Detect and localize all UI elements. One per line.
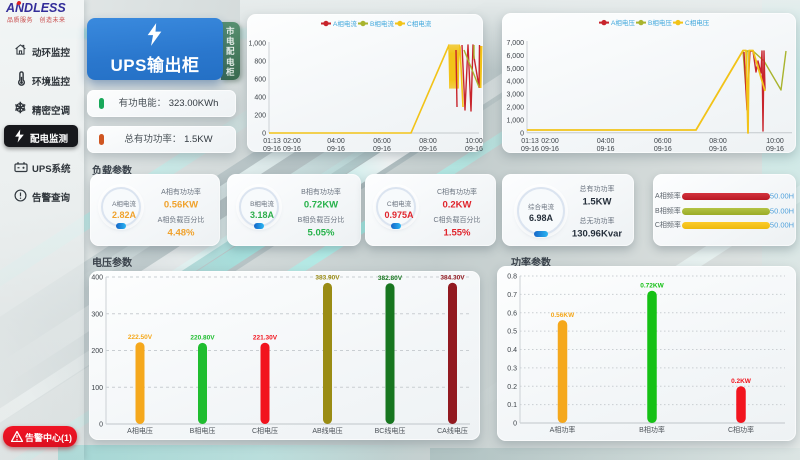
svg-text:0.5: 0.5 bbox=[507, 329, 517, 336]
svg-text:09-16: 09-16 bbox=[419, 146, 437, 152]
svg-text:200: 200 bbox=[254, 113, 266, 120]
svg-text:B相电压: B相电压 bbox=[190, 426, 216, 435]
svg-text:3,000: 3,000 bbox=[506, 92, 524, 99]
svg-text:A相电流: A相电流 bbox=[333, 19, 357, 28]
svg-text:B相功率: B相功率 bbox=[639, 425, 665, 434]
svg-text:09-16: 09-16 bbox=[597, 146, 615, 153]
svg-text:06:00: 06:00 bbox=[373, 138, 391, 145]
svg-text:0.3: 0.3 bbox=[507, 365, 517, 372]
svg-text:02:00: 02:00 bbox=[283, 138, 301, 145]
svg-text:01:13: 01:13 bbox=[263, 138, 281, 145]
svg-text:0: 0 bbox=[99, 422, 103, 429]
svg-text:09-16: 09-16 bbox=[521, 146, 539, 153]
svg-text:08:00: 08:00 bbox=[419, 138, 437, 145]
svg-text:C相电压: C相电压 bbox=[252, 426, 278, 435]
svg-text:09-16: 09-16 bbox=[263, 146, 281, 152]
svg-text:383.90V: 383.90V bbox=[315, 275, 340, 282]
svg-text:7,000: 7,000 bbox=[506, 40, 524, 47]
svg-text:1,000: 1,000 bbox=[506, 117, 524, 124]
svg-text:09-16: 09-16 bbox=[654, 146, 672, 153]
svg-text:0.6: 0.6 bbox=[507, 310, 517, 317]
svg-text:384.30V: 384.30V bbox=[440, 275, 465, 282]
svg-text:C相功率: C相功率 bbox=[728, 425, 754, 434]
svg-text:09-16: 09-16 bbox=[766, 146, 784, 153]
svg-text:09-16: 09-16 bbox=[373, 146, 391, 152]
svg-text:C相电压: C相电压 bbox=[685, 18, 710, 27]
svg-text:1,000: 1,000 bbox=[248, 41, 266, 48]
svg-text:0.72KW: 0.72KW bbox=[640, 283, 664, 290]
svg-text:04:00: 04:00 bbox=[597, 138, 615, 145]
svg-text:600: 600 bbox=[254, 77, 266, 84]
svg-text:4,000: 4,000 bbox=[506, 79, 524, 86]
svg-text:0.8: 0.8 bbox=[507, 274, 517, 281]
svg-text:400: 400 bbox=[254, 95, 266, 102]
svg-text:100: 100 bbox=[91, 385, 103, 392]
svg-text:10:00: 10:00 bbox=[766, 138, 784, 145]
svg-text:AB线电压: AB线电压 bbox=[312, 426, 342, 435]
svg-text:220.80V: 220.80V bbox=[190, 335, 215, 342]
svg-text:09-16: 09-16 bbox=[327, 146, 345, 152]
svg-text:02:00: 02:00 bbox=[541, 138, 559, 145]
svg-text:04:00: 04:00 bbox=[327, 138, 345, 145]
svg-text:09-16: 09-16 bbox=[465, 146, 483, 152]
svg-text:A相电压: A相电压 bbox=[611, 18, 635, 27]
svg-text:6,000: 6,000 bbox=[506, 53, 524, 60]
svg-text:09-16: 09-16 bbox=[541, 146, 559, 153]
svg-text:382.80V: 382.80V bbox=[378, 275, 403, 282]
svg-text:01:13: 01:13 bbox=[521, 138, 539, 145]
svg-text:222.50V: 222.50V bbox=[128, 334, 153, 341]
svg-text:0.56KW: 0.56KW bbox=[551, 312, 575, 319]
svg-text:200: 200 bbox=[91, 348, 103, 355]
svg-text:0: 0 bbox=[520, 130, 524, 137]
svg-text:300: 300 bbox=[91, 311, 103, 318]
svg-text:09-16: 09-16 bbox=[283, 146, 301, 152]
svg-text:0: 0 bbox=[262, 131, 266, 138]
svg-text:221.30V: 221.30V bbox=[253, 335, 278, 342]
svg-text:0.2KW: 0.2KW bbox=[731, 378, 752, 385]
svg-text:0.2: 0.2 bbox=[507, 384, 517, 391]
svg-text:CA线电压: CA线电压 bbox=[437, 426, 468, 435]
svg-text:0.1: 0.1 bbox=[507, 402, 517, 409]
svg-text:0.4: 0.4 bbox=[507, 347, 517, 354]
svg-text:08:00: 08:00 bbox=[709, 138, 727, 145]
svg-text:0: 0 bbox=[513, 421, 517, 428]
svg-text:0.7: 0.7 bbox=[507, 292, 517, 299]
svg-text:2,000: 2,000 bbox=[506, 105, 524, 112]
svg-text:5,000: 5,000 bbox=[506, 66, 524, 73]
svg-text:C相电流: C相电流 bbox=[407, 19, 432, 28]
svg-text:A相电压: A相电压 bbox=[127, 426, 153, 435]
svg-text:A相功率: A相功率 bbox=[550, 425, 576, 434]
svg-text:B相电压: B相电压 bbox=[648, 18, 672, 27]
svg-text:B相电流: B相电流 bbox=[370, 19, 394, 28]
svg-text:400: 400 bbox=[91, 275, 103, 282]
svg-text:BC线电压: BC线电压 bbox=[375, 426, 406, 435]
svg-text:09-16: 09-16 bbox=[709, 146, 727, 153]
svg-text:06:00: 06:00 bbox=[654, 138, 672, 145]
svg-text:10:00: 10:00 bbox=[465, 138, 483, 145]
svg-text:800: 800 bbox=[254, 59, 266, 66]
